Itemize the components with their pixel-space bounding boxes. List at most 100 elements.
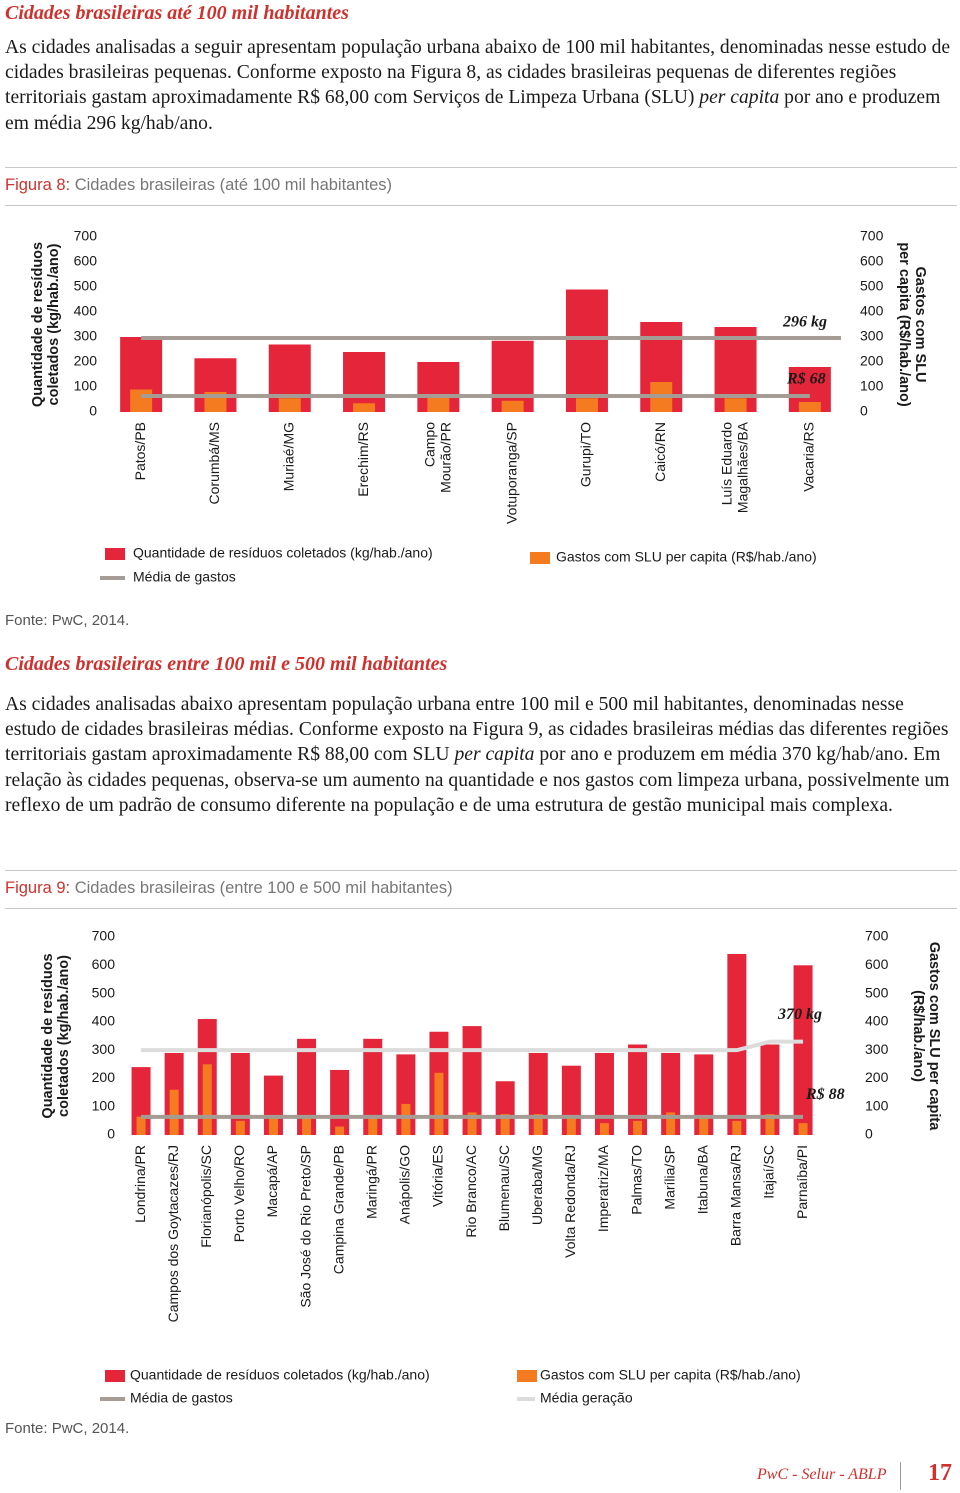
text: per capita (454, 744, 535, 766)
figure-title: Cidades brasileiras (entre 100 e 500 mil… (70, 879, 453, 897)
legend-label: Média geração (540, 1390, 633, 1406)
x-tick-label: Gurupi/TO (578, 422, 594, 487)
bar (699, 1118, 709, 1135)
bar (235, 1120, 245, 1135)
y2-tick-label: 600 (860, 253, 884, 269)
legend-swatch (517, 1370, 537, 1382)
annotation: 296 kg (782, 314, 827, 331)
x-tick-label: CampoMourão/PR (421, 422, 453, 493)
x-tick-label: Maringá/PR (363, 1145, 379, 1219)
bar (169, 1089, 179, 1135)
text: As cidades analisadas abaixo apresentam … (5, 694, 949, 766)
y2-tick-label: 100 (865, 1097, 889, 1113)
y-tick-label: 0 (89, 403, 97, 419)
bar (501, 400, 524, 412)
x-tick-label: Parnaíba/PI (794, 1145, 810, 1219)
annotation: 370 kg (777, 1006, 822, 1023)
legend-label: Gastos com SLU per capita (R$/hab./ano) (540, 1367, 801, 1383)
y2-tick-label: 400 (860, 303, 884, 319)
annotation: R$ 68 (786, 371, 826, 388)
x-tick-label: Londrina/PR (132, 1145, 148, 1223)
bar (495, 1081, 515, 1135)
bar (330, 1069, 350, 1135)
bar (760, 1044, 780, 1135)
bar (793, 965, 813, 1135)
x-tick-label: Rio Branco/AC (463, 1145, 479, 1238)
legend-label: Média de gastos (130, 1390, 233, 1406)
y2-tick-label: 700 (860, 228, 884, 244)
x-tick-label: São José do Rio Preto/SP (297, 1145, 313, 1308)
figure-title: Cidades brasileiras (até 100 mil habitan… (70, 176, 393, 194)
section-heading: Cidades brasileiras entre 100 mil e 500 … (5, 653, 448, 675)
divider (5, 908, 957, 909)
bar (594, 1052, 614, 1135)
x-tick-label: Blumenau/SC (496, 1145, 512, 1231)
text: por ano e produzem em média 296 kg/hab/a… (5, 87, 941, 134)
bar (202, 1064, 212, 1135)
paragraph: As cidades analisadas abaixo apresentam … (5, 692, 957, 818)
legend-label: Gastos com SLU per capita (R$/hab./ano) (556, 549, 817, 565)
x-tick-label: Muriaé/MG (280, 422, 296, 491)
y-axis-title: Quantidade de resíduoscoletados (kg/hab.… (30, 242, 62, 407)
annotation: R$ 88 (805, 1086, 845, 1103)
bar (491, 340, 534, 412)
paragraph: As cidades analisadas a seguir apresenta… (5, 35, 957, 136)
bar (724, 398, 747, 412)
bar (566, 1118, 576, 1135)
bar (666, 1112, 676, 1135)
x-tick-label: Macapá/AP (264, 1145, 280, 1217)
text: por ano e produzem em média 370 kg/hab/a… (5, 744, 950, 816)
bar (462, 1026, 482, 1135)
x-tick-label: Luís EduardoMagalhães/BA (718, 421, 750, 513)
x-tick-label: Erechim/RS (355, 422, 371, 497)
y2-tick-label: 600 (865, 956, 889, 972)
bar (798, 402, 821, 412)
line (141, 1039, 804, 1053)
y-tick-label: 0 (107, 1126, 115, 1142)
divider (5, 870, 957, 871)
page-number: 17 (928, 1460, 952, 1486)
x-tick-label: Florianópolis/SC (198, 1145, 214, 1248)
bar (500, 1114, 510, 1135)
legend-label: Quantidade de resíduos coletados (kg/hab… (133, 545, 433, 561)
y2-tick-label: 100 (860, 378, 884, 394)
bar (136, 1116, 146, 1135)
x-tick-label: Palmas/TO (628, 1145, 644, 1215)
bar (628, 1044, 648, 1135)
x-tick-label: Campos dos Goytacazes/RJ (165, 1145, 181, 1322)
x-tick-label: Itajaí/SC (761, 1145, 777, 1199)
y2-tick-label: 0 (860, 403, 868, 419)
bar (565, 289, 608, 412)
bar (302, 1116, 312, 1135)
y2-tick-label: 200 (865, 1069, 889, 1085)
x-tick-label: Imperatriz/MA (595, 1144, 611, 1232)
x-tick-label: Patos/PB (132, 422, 148, 480)
y-tick-label: 400 (74, 303, 98, 319)
x-tick-label: Volta Redonda/RJ (562, 1145, 578, 1258)
x-tick-label: Uberaba/MG (529, 1145, 545, 1225)
y-tick-label: 200 (92, 1069, 116, 1085)
bar (798, 1123, 808, 1135)
text: per capita (699, 87, 780, 109)
bar (278, 398, 301, 412)
source: Fonte: PwC, 2014. (5, 612, 130, 629)
y-axis-title: Quantidade de resíduoscoletados (kg/hab.… (40, 953, 72, 1118)
x-tick-label: Vitória/ES (430, 1145, 446, 1207)
bar (533, 1114, 543, 1135)
bar (661, 1052, 681, 1135)
bar (263, 1075, 283, 1135)
bar (363, 1038, 383, 1135)
y-tick-label: 500 (92, 984, 116, 1000)
bar (727, 953, 747, 1135)
figure-number: Figura 8: (5, 176, 71, 194)
x-tick-label: Itabuna/BA (694, 1144, 710, 1214)
bar (633, 1120, 643, 1135)
text: As cidades analisadas a seguir apresenta… (5, 37, 951, 109)
y2-tick-label: 700 (865, 928, 889, 944)
bar (575, 398, 598, 412)
x-tick-label: Barra Mansa/RJ (728, 1145, 744, 1246)
source: Fonte: PwC, 2014. (5, 1420, 130, 1437)
y-tick-label: 100 (92, 1097, 116, 1113)
chart: 0 100 200 300 400 500 600 700 0 100 200 300 400 500 60… (30, 228, 928, 585)
divider (5, 167, 957, 168)
